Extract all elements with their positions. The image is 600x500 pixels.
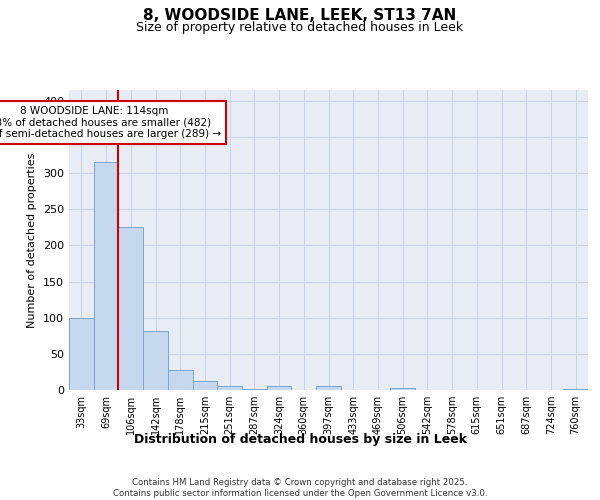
Text: 8, WOODSIDE LANE, LEEK, ST13 7AN: 8, WOODSIDE LANE, LEEK, ST13 7AN xyxy=(143,8,457,22)
Y-axis label: Number of detached properties: Number of detached properties xyxy=(28,152,37,328)
Text: Distribution of detached houses by size in Leek: Distribution of detached houses by size … xyxy=(133,432,467,446)
Bar xyxy=(267,386,292,390)
Bar xyxy=(193,380,217,390)
Bar xyxy=(217,386,242,390)
Bar xyxy=(143,330,168,390)
Bar xyxy=(390,388,415,390)
Bar xyxy=(69,318,94,390)
Bar xyxy=(316,386,341,390)
Text: 8 WOODSIDE LANE: 114sqm
← 63% of detached houses are smaller (482)
37% of semi-d: 8 WOODSIDE LANE: 114sqm ← 63% of detache… xyxy=(0,106,221,139)
Text: Contains HM Land Registry data © Crown copyright and database right 2025.
Contai: Contains HM Land Registry data © Crown c… xyxy=(113,478,487,498)
Bar xyxy=(242,388,267,390)
Bar xyxy=(118,228,143,390)
Bar xyxy=(94,162,118,390)
Bar xyxy=(168,370,193,390)
Bar xyxy=(563,388,588,390)
Text: Size of property relative to detached houses in Leek: Size of property relative to detached ho… xyxy=(136,21,464,34)
